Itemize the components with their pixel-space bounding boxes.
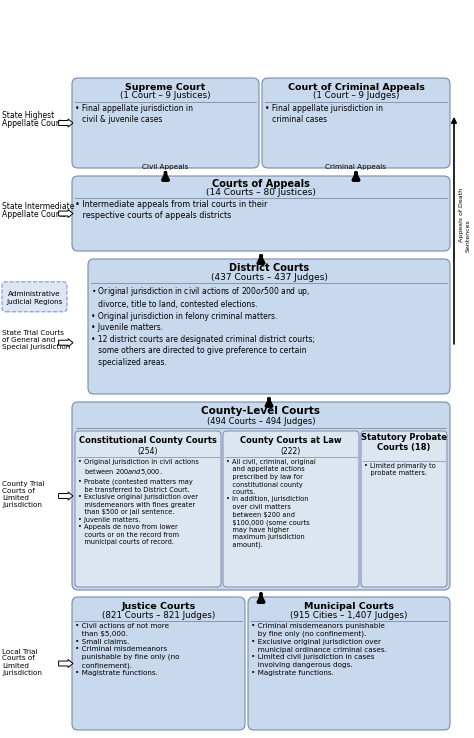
FancyBboxPatch shape	[88, 259, 450, 394]
Text: Appellate Courts: Appellate Courts	[2, 120, 66, 128]
Text: Constitutional County Courts: Constitutional County Courts	[79, 435, 217, 444]
Text: (1 Court – 9 Justices): (1 Court – 9 Justices)	[120, 92, 211, 100]
Text: State Trial Courts: State Trial Courts	[2, 330, 64, 336]
Text: (1 Court – 9 Judges): (1 Court – 9 Judges)	[313, 92, 399, 100]
Text: Appellate Courts: Appellate Courts	[2, 210, 66, 219]
Text: • Civil actions of not more
   than $5,000.
• Small claims.
• Criminal misdemean: • Civil actions of not more than $5,000.…	[75, 623, 180, 677]
Text: County-Level Courts: County-Level Courts	[201, 406, 320, 416]
Text: Justice Courts: Justice Courts	[121, 601, 196, 610]
Text: County Trial: County Trial	[2, 481, 45, 487]
Text: • Criminal misdemeanors punishable
   by fine only (no confinement).
• Exclusive: • Criminal misdemeanors punishable by fi…	[251, 623, 387, 676]
Text: Appeals of Death: Appeals of Death	[459, 188, 464, 243]
Text: (437 Courts – 437 Judges): (437 Courts – 437 Judges)	[210, 272, 328, 281]
Text: • Final appellate jurisdiction in
   civil & juvenile cases: • Final appellate jurisdiction in civil …	[75, 104, 193, 125]
Text: Court of Criminal Appeals: Court of Criminal Appeals	[288, 83, 424, 92]
FancyBboxPatch shape	[72, 402, 450, 590]
Text: Jurisdiction: Jurisdiction	[2, 669, 42, 675]
FancyBboxPatch shape	[248, 597, 450, 730]
Text: (821 Courts – 821 Judges): (821 Courts – 821 Judges)	[102, 610, 215, 619]
FancyBboxPatch shape	[75, 431, 221, 587]
FancyArrow shape	[59, 660, 73, 668]
Text: Jurisdiction: Jurisdiction	[2, 502, 42, 508]
Text: Courts of Appeals: Courts of Appeals	[212, 179, 310, 190]
FancyArrow shape	[59, 492, 73, 500]
FancyBboxPatch shape	[262, 78, 450, 168]
FancyArrow shape	[59, 210, 73, 218]
Text: Municipal Courts: Municipal Courts	[304, 601, 394, 610]
Text: (915 Cities – 1,407 Judges): (915 Cities – 1,407 Judges)	[290, 610, 408, 619]
FancyArrow shape	[59, 119, 73, 127]
FancyBboxPatch shape	[2, 282, 67, 311]
Text: Special Jurisdiction: Special Jurisdiction	[2, 344, 70, 350]
Text: Local Trial: Local Trial	[2, 649, 37, 655]
Text: Sentences: Sentences	[466, 219, 471, 252]
Text: • All civil, criminal, original
   and appellate actions
   prescribed by law fo: • All civil, criminal, original and appe…	[226, 459, 316, 548]
Text: District Courts: District Courts	[229, 263, 309, 273]
Text: County Courts at Law: County Courts at Law	[240, 435, 342, 444]
FancyBboxPatch shape	[361, 431, 447, 587]
Text: Administrative: Administrative	[8, 291, 61, 297]
Text: Limited: Limited	[2, 663, 29, 669]
Text: of General and: of General and	[2, 337, 55, 342]
Text: State Highest: State Highest	[2, 111, 54, 120]
Text: • Limited primarily to
   probate matters.: • Limited primarily to probate matters.	[364, 463, 436, 477]
Text: • Intermediate appeals from trial courts in their
   respective courts of appeal: • Intermediate appeals from trial courts…	[75, 200, 267, 221]
Text: Statutory Probate
Courts (18): Statutory Probate Courts (18)	[361, 432, 447, 452]
Text: Criminal Appeals: Criminal Appeals	[326, 164, 386, 170]
Text: (494 Courts – 494 Judges): (494 Courts – 494 Judges)	[207, 417, 315, 426]
FancyBboxPatch shape	[72, 597, 245, 730]
Text: Courts of: Courts of	[2, 488, 35, 494]
Text: • Final appellate jurisdiction in
   criminal cases: • Final appellate jurisdiction in crimin…	[265, 104, 383, 125]
FancyBboxPatch shape	[72, 78, 259, 168]
Text: (14 Courts – 80 Justices): (14 Courts – 80 Justices)	[206, 188, 316, 197]
Text: • Original jurisdiction in civil actions of $200 or $500 and up,
   divorce, tit: • Original jurisdiction in civil actions…	[91, 285, 315, 367]
FancyBboxPatch shape	[223, 431, 359, 587]
Text: Courts of: Courts of	[2, 655, 35, 661]
Text: • Original jurisdiction in civil actions
   between $200 and $5,000.
• Probate (: • Original jurisdiction in civil actions…	[78, 459, 199, 545]
Text: State Intermediate: State Intermediate	[2, 202, 74, 211]
Text: Civil Appeals: Civil Appeals	[142, 164, 189, 170]
Text: Supreme Court: Supreme Court	[125, 83, 206, 92]
Text: Limited: Limited	[2, 495, 29, 501]
Text: Judicial Regions: Judicial Regions	[6, 299, 63, 305]
Text: (254): (254)	[138, 446, 158, 456]
FancyArrow shape	[59, 339, 73, 347]
Text: (222): (222)	[281, 446, 301, 456]
FancyBboxPatch shape	[72, 176, 450, 251]
